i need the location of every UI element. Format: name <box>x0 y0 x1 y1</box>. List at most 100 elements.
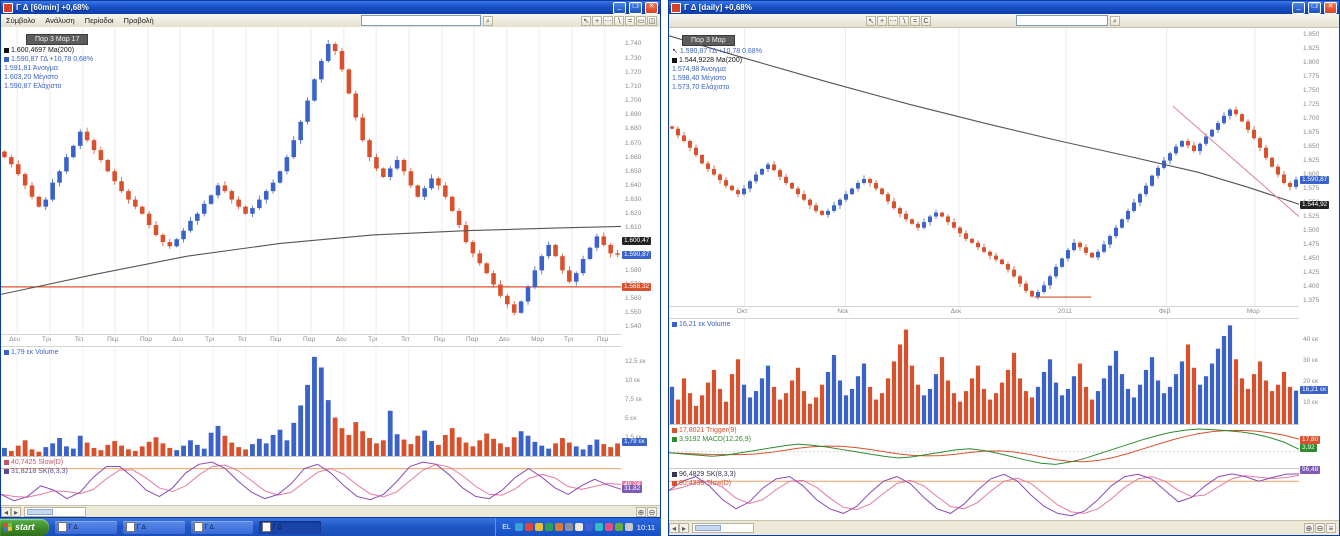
price-chart-pane[interactable]: Παρ 3 Μαρ ↖ 1.590,87 ΓΔ +10,78 0,68% 1.544… <box>669 28 1299 306</box>
scroll-right-button[interactable]: ▸ <box>679 523 689 533</box>
pane-list-button[interactable]: ≡ <box>1326 523 1336 533</box>
close-button[interactable]: ✕ <box>1324 1 1337 14</box>
macd-pane[interactable]: 17,8021 Trigger(9) 3,9192 MACD(12,26,9) <box>669 424 1299 469</box>
stochastic-pane[interactable]: 40,7425 Slow(D) 31,8218 SK(8,3,3) <box>1 456 621 506</box>
dots-icon[interactable]: ⋯ <box>603 15 613 26</box>
chart-scroll-row: ◂ ▸ ⊕ ⊖ <box>1 505 660 517</box>
axis-tick-label: 1.700 <box>625 97 642 105</box>
tray-icon-1[interactable] <box>524 523 533 531</box>
price-chart-pane[interactable]: Παρ 3 Μαρ 17 1.600,4697 Ma(200) 1.590,87 … <box>1 27 621 334</box>
chart-canvas <box>2 347 620 457</box>
scroll-right-button[interactable]: ▸ <box>11 506 21 517</box>
volume-pane[interactable]: 16,21 εκ Volume <box>669 318 1299 425</box>
stochastic-axis[interactable]: 96,48 <box>1299 465 1339 520</box>
tray-icon-2[interactable] <box>534 523 543 531</box>
text-icon[interactable]: C <box>921 15 931 26</box>
macd-axis[interactable]: 17,80 3,92 <box>1299 424 1339 468</box>
indicator-label: 31,8218 SK(8,3,3) <box>4 467 68 476</box>
start-button[interactable]: start <box>0 518 49 536</box>
restore-button[interactable]: ❐ <box>1308 1 1321 14</box>
task-button-3[interactable]: Γ Δ <box>258 520 321 534</box>
magnifier-icon[interactable]: ⌕ <box>1110 15 1120 26</box>
stochastic-axis[interactable]: 40,7431,82 <box>621 456 660 505</box>
scrollbar-thumb[interactable] <box>27 508 53 515</box>
price-axis[interactable]: 1.850 1.825 1.800 1.775 1.750 1.725 1.700 1.675… <box>1299 28 1339 306</box>
tray-icon-11[interactable] <box>624 523 633 531</box>
horizontal-scrollbar[interactable] <box>24 506 86 517</box>
horizontal-scrollbar[interactable] <box>692 523 754 533</box>
axis-tick-label: 1.600 <box>1303 171 1320 179</box>
crosshair-icon[interactable]: + <box>592 15 602 26</box>
menu-items: Σύμβολο Ανάλυση Περίοδοι Προβολή <box>1 16 159 25</box>
symbol-input[interactable] <box>361 15 481 26</box>
zoom-out-button[interactable]: ⊖ <box>1315 523 1325 533</box>
task-button-1[interactable]: Γ Δ <box>122 520 185 534</box>
zoom-in-button[interactable]: ⊕ <box>636 506 646 517</box>
tray-icon-6[interactable] <box>574 523 583 531</box>
tray-icon-4[interactable] <box>554 523 563 531</box>
tray-icons <box>514 523 633 531</box>
menu-item-0[interactable]: Σύμβολο <box>6 16 36 25</box>
language-indicator[interactable]: EL <box>502 523 511 531</box>
crosshair-icon[interactable]: + <box>877 15 887 26</box>
time-axis[interactable]: Δευ Τρι Τετ Πεμ Παρ Δευ Τρι Τετ Πεμ Παρ Δευ Τρι Τετ Π… <box>1 334 621 347</box>
task-button-0[interactable]: Γ Δ <box>54 520 117 534</box>
stochastic-pane[interactable]: 96,4829 SK(8,3,3) 90,4338 Slow(D) <box>669 468 1299 521</box>
volume-axis[interactable]: 12,5 εκ 10 εκ 7,5 εκ 5 εκ 2,5 εκ 1,79 εκ <box>621 346 660 456</box>
legend-bullet-icon <box>4 48 9 53</box>
axis-tick-label: Δευ <box>9 336 20 343</box>
axis-value-badge: 96,48 <box>1300 465 1321 474</box>
scrollbar-thumb[interactable] <box>695 525 721 531</box>
cursor-icon[interactable]: ↖ <box>866 15 876 26</box>
menu-item-1[interactable]: Ανάλυση <box>45 16 75 25</box>
dots-icon[interactable]: ⋯ <box>888 15 898 26</box>
title-bar[interactable]: Γ Δ [daily] +0,68% _ ❐ ✕ <box>669 1 1339 14</box>
zoom-out-button[interactable]: ⊖ <box>647 506 657 517</box>
price-axis[interactable]: 1.740 1.730 1.720 1.710 1.700 1.690 1.680 1.670… <box>621 27 660 334</box>
axis-tick-label: 1.580 <box>625 266 642 274</box>
indicator-label: 96,4829 SK(8,3,3) <box>672 470 736 479</box>
restore-button[interactable]: ❐ <box>629 1 642 14</box>
tray-icon-3[interactable] <box>544 523 553 531</box>
tray-icon-9[interactable] <box>604 523 613 531</box>
tray-icon-0[interactable] <box>514 523 523 531</box>
rectangle-icon[interactable]: ▭ <box>636 15 646 26</box>
magnifier-icon[interactable]: ⌕ <box>483 15 493 26</box>
time-axis[interactable]: Οκτ Νοε Δεκ 2011 Φεβ Μαρ <box>669 306 1299 319</box>
scroll-left-button[interactable]: ◂ <box>1 506 11 517</box>
equals-icon[interactable]: = <box>625 15 635 26</box>
axis-tick-label: 20 εκ <box>1303 378 1319 386</box>
axis-tick-label: 1.500 <box>1303 226 1320 234</box>
symbol-input[interactable] <box>1016 15 1108 26</box>
equals-icon[interactable]: = <box>910 15 920 26</box>
cursor-icon[interactable]: ↖ <box>581 15 591 26</box>
scroll-left-button[interactable]: ◂ <box>669 523 679 533</box>
axis-tick-label: 1.775 <box>1303 73 1320 81</box>
minimize-button[interactable]: _ <box>1292 1 1305 14</box>
menu-item-3[interactable]: Προβολή <box>123 16 154 25</box>
minimize-button[interactable]: _ <box>613 1 626 14</box>
tray-icon-8[interactable] <box>594 523 603 531</box>
tray-icon-5[interactable] <box>564 523 573 531</box>
volume-pane[interactable]: 1,79 εκ Volume <box>1 346 621 457</box>
axis-tick-label: Μαρ <box>531 336 545 343</box>
title-bar[interactable]: Γ Δ [60min] +0,68% _ ❐ ✕ <box>1 1 660 14</box>
zoom-in-button[interactable]: ⊕ <box>1304 523 1314 533</box>
axis-tick-label: Τετ <box>237 336 247 343</box>
legend-row: 1.600,4697 Ma(200) <box>4 46 93 55</box>
tray-icon-10[interactable] <box>614 523 623 531</box>
axis-tick-label: 1.725 <box>1303 101 1320 109</box>
axis-value-badge: 3,92 <box>1300 444 1317 453</box>
volume-axis[interactable]: 40 εκ 30 εκ 20 εκ 10 εκ 16,21 εκ <box>1299 318 1339 424</box>
save-icon[interactable]: ◫ <box>647 15 657 26</box>
chart-window-60min: Γ Δ [60min] +0,68% _ ❐ ✕ Σύμβολο Ανάλυση Π… <box>0 0 661 518</box>
close-button[interactable]: ✕ <box>645 1 658 14</box>
taskbar-clock[interactable]: 10:11 <box>636 522 655 532</box>
axis-tick-label: Δευ <box>498 336 510 343</box>
task-button-2[interactable]: Γ Δ <box>190 520 253 534</box>
window-icon <box>125 522 135 532</box>
menu-item-2[interactable]: Περίοδοι <box>84 16 114 25</box>
tray-icon-7[interactable] <box>584 523 593 531</box>
trendline-icon[interactable]: ∖ <box>614 15 624 26</box>
trendline-icon[interactable]: ∖ <box>899 15 909 26</box>
